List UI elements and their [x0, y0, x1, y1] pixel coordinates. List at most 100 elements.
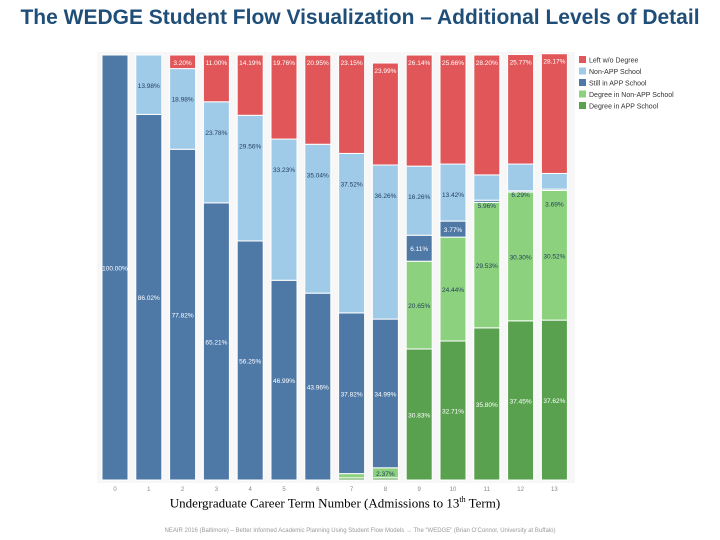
x-tick-label: 3 — [215, 487, 219, 493]
data-label: 37.62% — [543, 398, 565, 405]
data-label: 25.66% — [442, 60, 464, 67]
x-tick-label: 4 — [249, 487, 253, 493]
data-label: 23.99% — [374, 68, 396, 75]
data-label: 5.96% — [478, 203, 497, 210]
legend-label: Degree in Non-APP School — [589, 92, 674, 99]
data-label: 26.14% — [408, 60, 430, 67]
x-axis-label: Undergraduate Career Term Number (Admiss… — [0, 495, 670, 511]
data-label: 14.19% — [239, 60, 261, 67]
bar-segment-non-app-school-6 — [304, 143, 332, 294]
data-label: 56.25% — [239, 358, 261, 365]
bar-segment-non-app-school-9 — [405, 165, 433, 236]
data-label: 35.80% — [476, 402, 498, 409]
bar-segment-non-app-school-2 — [169, 68, 197, 150]
legend-label: Left w/o Degree — [589, 58, 639, 65]
bar-segment-left-w-o-degree-8 — [371, 62, 399, 166]
data-label: 18.98% — [172, 97, 194, 104]
data-label: 33.23% — [273, 167, 295, 174]
slide-footer: NEAIR 2016 (Baltimore) – Better Informed… — [164, 528, 556, 534]
data-label: 6.29% — [511, 192, 530, 199]
data-label: 34.99% — [374, 391, 396, 398]
legend-swatch — [579, 56, 586, 63]
data-label: 100.00% — [102, 266, 128, 273]
x-tick-label: 2 — [181, 487, 185, 493]
data-label: 37.82% — [341, 391, 363, 398]
bar-segment-degree-in-app-school-9 — [405, 348, 433, 481]
bar-segment-degree-in-non-app-school-9 — [405, 260, 433, 350]
data-label: 30.30% — [510, 254, 532, 261]
bar-segment-left-w-o-degree-4 — [236, 54, 264, 116]
bar-segment-left-w-o-degree-7 — [338, 54, 366, 154]
data-label: 29.53% — [476, 263, 498, 270]
bar-segment-left-w-o-degree-10 — [439, 54, 467, 165]
bar-segment-degree-in-non-app-school-10 — [439, 236, 467, 342]
data-label: 37.52% — [341, 181, 363, 188]
bar-segment-non-app-school-10 — [439, 163, 467, 222]
bar-segment-non-app-school-7 — [338, 152, 366, 314]
x-tick-label: 13 — [551, 487, 558, 493]
legend-label: Non-APP School — [589, 69, 642, 76]
x-tick-label: 9 — [418, 487, 422, 493]
x-tick-label: 7 — [350, 487, 354, 493]
data-label: 11.00% — [206, 60, 228, 67]
bar-segment-left-w-o-degree-12 — [507, 54, 535, 165]
bar-segment-still-in-app-school-7 — [338, 312, 366, 475]
x-tick-label: 11 — [484, 487, 491, 493]
data-label: 35.04% — [307, 172, 329, 179]
bar-segment-degree-in-app-school-10 — [439, 340, 467, 481]
data-label: 20.95% — [307, 60, 329, 67]
x-tick-label: 5 — [282, 487, 286, 493]
data-label: 13.98% — [138, 83, 160, 90]
legend-swatch — [579, 79, 586, 86]
bar-segment-still-in-app-school-8 — [371, 318, 399, 469]
legend-swatch — [579, 102, 586, 109]
bar-segment-left-w-o-degree-3 — [202, 54, 230, 103]
x-axis-label-prefix: Undergraduate Career Term Number (Admiss… — [169, 495, 460, 511]
bar-segment-left-w-o-degree-6 — [304, 54, 332, 145]
data-label: 25.77% — [510, 60, 532, 67]
data-label: 77.82% — [172, 313, 194, 320]
x-tick-label: 8 — [384, 487, 388, 493]
bar-segment-non-app-school-8 — [371, 164, 399, 320]
data-label: 29.56% — [239, 143, 261, 150]
x-tick-label: 10 — [450, 487, 457, 493]
bar-segment-still-in-app-school-0 — [101, 54, 129, 481]
data-label: 65.21% — [205, 339, 227, 346]
data-label: 13.42% — [442, 192, 464, 199]
bar-segment-non-app-school-13 — [540, 172, 568, 190]
bar-segment-non-app-school-3 — [202, 101, 230, 204]
data-label: 43.96% — [307, 385, 329, 392]
bar-segment-left-w-o-degree-5 — [270, 54, 298, 140]
bar-segment-left-w-o-degree-9 — [405, 54, 433, 167]
bar-segment-non-app-school-11 — [473, 174, 501, 201]
x-tick-label: 1 — [147, 487, 151, 493]
bar-segment-still-in-app-school-5 — [270, 279, 298, 481]
data-label: 28.20% — [476, 60, 498, 67]
bar-segment-still-in-app-school-1 — [135, 113, 163, 481]
data-label: 6.11% — [410, 246, 428, 253]
data-label: 23.78% — [205, 130, 227, 137]
legend-swatch — [579, 90, 586, 98]
bar-segment-non-app-school-5 — [270, 138, 298, 281]
data-label: 86.02% — [138, 295, 160, 302]
legend-swatch — [579, 67, 586, 75]
legend-label: Still in APP School — [589, 81, 647, 88]
bar-segment-non-app-school-12 — [507, 163, 535, 192]
bar-segment-degree-in-non-app-school-7 — [338, 473, 366, 479]
data-label: 3.77% — [444, 227, 463, 234]
x-tick-label: 12 — [517, 487, 524, 493]
data-label: 32.71% — [442, 408, 464, 415]
bar-segment-non-app-school-1 — [135, 54, 163, 115]
data-label: 20.65% — [408, 303, 430, 310]
bar-segment-still-in-app-school-6 — [304, 292, 332, 481]
bar-segment-degree-in-app-school-12 — [507, 320, 535, 481]
bar-segment-still-in-app-school-2 — [169, 148, 197, 481]
bar-segment-left-w-o-degree-11 — [473, 54, 501, 176]
data-label: 3.69% — [545, 201, 564, 208]
data-label: 16.26% — [408, 194, 430, 201]
data-label: 28.17% — [543, 59, 565, 66]
bar-segment-degree-in-app-school-11 — [473, 327, 501, 481]
data-label: 23.15% — [341, 60, 363, 67]
x-axis-label-suffix: Term) — [465, 495, 501, 511]
